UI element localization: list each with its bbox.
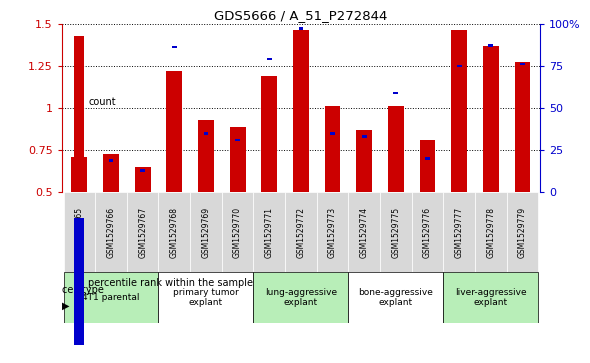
Bar — [514, 62, 530, 192]
Text: GSM1529766: GSM1529766 — [107, 207, 116, 258]
Bar — [71, 157, 87, 192]
Bar — [330, 132, 335, 135]
Text: GSM1529772: GSM1529772 — [296, 207, 306, 258]
Text: GSM1529777: GSM1529777 — [455, 207, 464, 258]
Bar — [348, 192, 380, 272]
Bar — [443, 192, 475, 272]
Bar — [388, 106, 404, 192]
Bar — [520, 63, 525, 65]
Bar — [77, 161, 82, 163]
Bar — [230, 127, 245, 192]
Bar — [317, 192, 348, 272]
Text: lung-aggressive
explant: lung-aggressive explant — [265, 288, 337, 307]
Bar — [489, 44, 493, 47]
Bar — [285, 192, 317, 272]
Bar — [95, 192, 127, 272]
Text: GSM1529770: GSM1529770 — [233, 207, 242, 258]
Bar — [299, 27, 303, 30]
Bar — [412, 192, 443, 272]
Text: GSM1529776: GSM1529776 — [423, 207, 432, 258]
Bar — [293, 30, 309, 192]
Bar — [109, 159, 113, 162]
Bar — [140, 169, 145, 172]
Bar — [475, 192, 507, 272]
Text: liver-aggressive
explant: liver-aggressive explant — [455, 288, 527, 307]
Bar — [235, 139, 240, 141]
Bar — [190, 192, 222, 272]
Text: percentile rank within the sample: percentile rank within the sample — [88, 278, 254, 288]
Bar — [204, 132, 208, 135]
Text: primary tumor
explant: primary tumor explant — [173, 288, 239, 307]
Bar — [198, 120, 214, 192]
Bar — [267, 58, 271, 60]
Bar — [261, 76, 277, 192]
Bar — [159, 192, 190, 272]
Text: GSM1529769: GSM1529769 — [201, 207, 211, 258]
Text: GSM1529768: GSM1529768 — [170, 207, 179, 258]
Text: GSM1529775: GSM1529775 — [391, 207, 401, 258]
Bar — [362, 135, 366, 138]
Bar — [254, 272, 348, 323]
Bar — [159, 272, 254, 323]
Bar — [135, 167, 150, 192]
Bar — [222, 192, 254, 272]
Bar — [64, 272, 159, 323]
Text: GSM1529771: GSM1529771 — [265, 207, 274, 258]
Bar — [324, 106, 340, 192]
Text: count: count — [88, 97, 116, 107]
Bar — [172, 46, 176, 49]
Text: GSM1529767: GSM1529767 — [138, 207, 147, 258]
Text: 4T1 parental: 4T1 parental — [82, 293, 140, 302]
Bar — [254, 192, 285, 272]
Text: GSM1529773: GSM1529773 — [328, 207, 337, 258]
Bar — [451, 30, 467, 192]
Bar — [394, 91, 398, 94]
Text: GSM1529778: GSM1529778 — [486, 207, 495, 258]
Text: GSM1529765: GSM1529765 — [75, 207, 84, 258]
Text: GSM1529779: GSM1529779 — [518, 207, 527, 258]
Bar — [443, 272, 538, 323]
Bar — [356, 130, 372, 192]
Text: cell type: cell type — [63, 285, 104, 295]
Text: bone-aggressive
explant: bone-aggressive explant — [358, 288, 433, 307]
Bar — [103, 154, 119, 192]
Bar — [380, 192, 412, 272]
Text: ▶: ▶ — [63, 300, 70, 310]
Bar — [166, 71, 182, 192]
Bar — [483, 45, 499, 192]
Text: GSM1529774: GSM1529774 — [360, 207, 369, 258]
Bar — [64, 192, 95, 272]
Bar — [419, 140, 435, 192]
Bar — [348, 272, 443, 323]
Bar — [457, 65, 461, 67]
Title: GDS5666 / A_51_P272844: GDS5666 / A_51_P272844 — [214, 9, 388, 23]
Bar — [507, 192, 538, 272]
Bar — [127, 192, 159, 272]
Bar — [425, 158, 430, 160]
